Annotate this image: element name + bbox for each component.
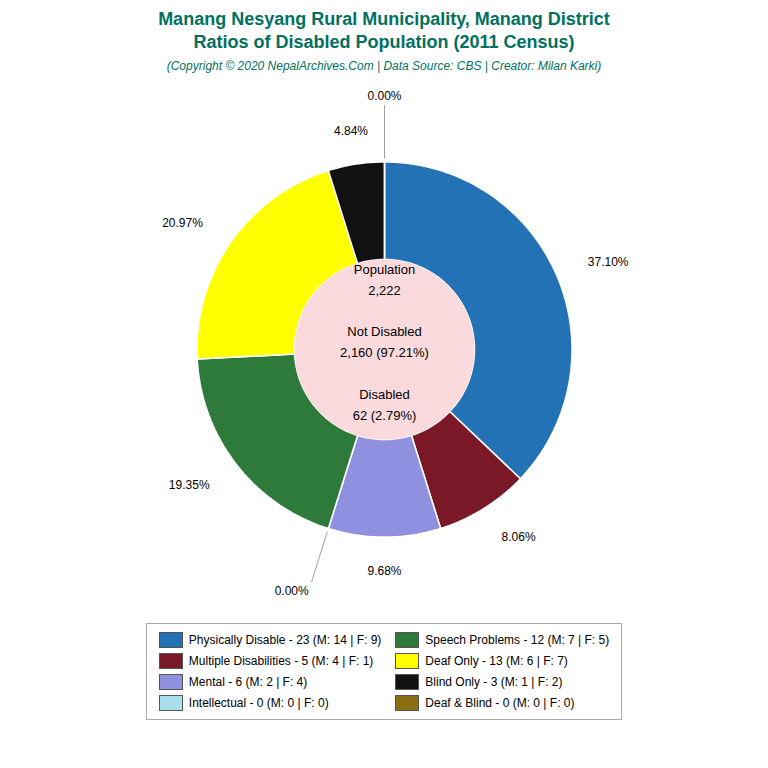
- svg-text:Population2,222Not Disabled2,1: Population2,222Not Disabled2,160 (97.21%…: [340, 262, 429, 423]
- html-text:Mental - 6 (M: 2 | F: 4): Mental - 6 (M: 2 | F: 4): [188, 674, 308, 689]
- svg-text:0.00%: 0.00%: [367, 89, 401, 103]
- svg-text:19.35%: 19.35%: [169, 478, 210, 492]
- svg-text:37.10%: 37.10%: [588, 255, 629, 269]
- html-text:Speech Problems - 12 (M: 7 | F: Speech Problems - 12 (M: 7 | F: 5): [425, 632, 610, 647]
- html-text:Deaf Only - 13 (M: 6 | F: 7): Deaf Only - 13 (M: 6 | F: 7): [425, 653, 568, 668]
- html-text:Manang Nesyang Rural Municipal: Manang Nesyang Rural Municipality, Manan…: [158, 9, 610, 53]
- svg-text:9.68%: 9.68%: [367, 563, 401, 577]
- svg-text:8.06%: 8.06%: [502, 530, 536, 544]
- html-text:Deaf & Blind - 0 (M: 0 | F: 0): Deaf & Blind - 0 (M: 0 | F: 0): [425, 695, 575, 710]
- svg-text:20.97%: 20.97%: [162, 216, 203, 230]
- html-text:Blind Only - 3 (M: 1 | F: 2): Blind Only - 3 (M: 1 | F: 2): [425, 674, 563, 689]
- html-text:Multiple Disabilities - 5 (M:: Multiple Disabilities - 5 (M: 4 | F: 1): [188, 653, 374, 668]
- svg-text:0.00%: 0.00%: [275, 584, 309, 598]
- svg-text:4.84%: 4.84%: [334, 123, 368, 137]
- html-text:Physically Disable - 23 (M: 14: Physically Disable - 23 (M: 14 | F: 9): [188, 632, 382, 647]
- html-text:Intellectual - 0 (M: 0 | F: 0): Intellectual - 0 (M: 0 | F: 0): [188, 695, 329, 710]
- html-text:(Copyright © 2020 NepalArchive: (Copyright © 2020 NepalArchives.Com | Da…: [166, 58, 602, 73]
